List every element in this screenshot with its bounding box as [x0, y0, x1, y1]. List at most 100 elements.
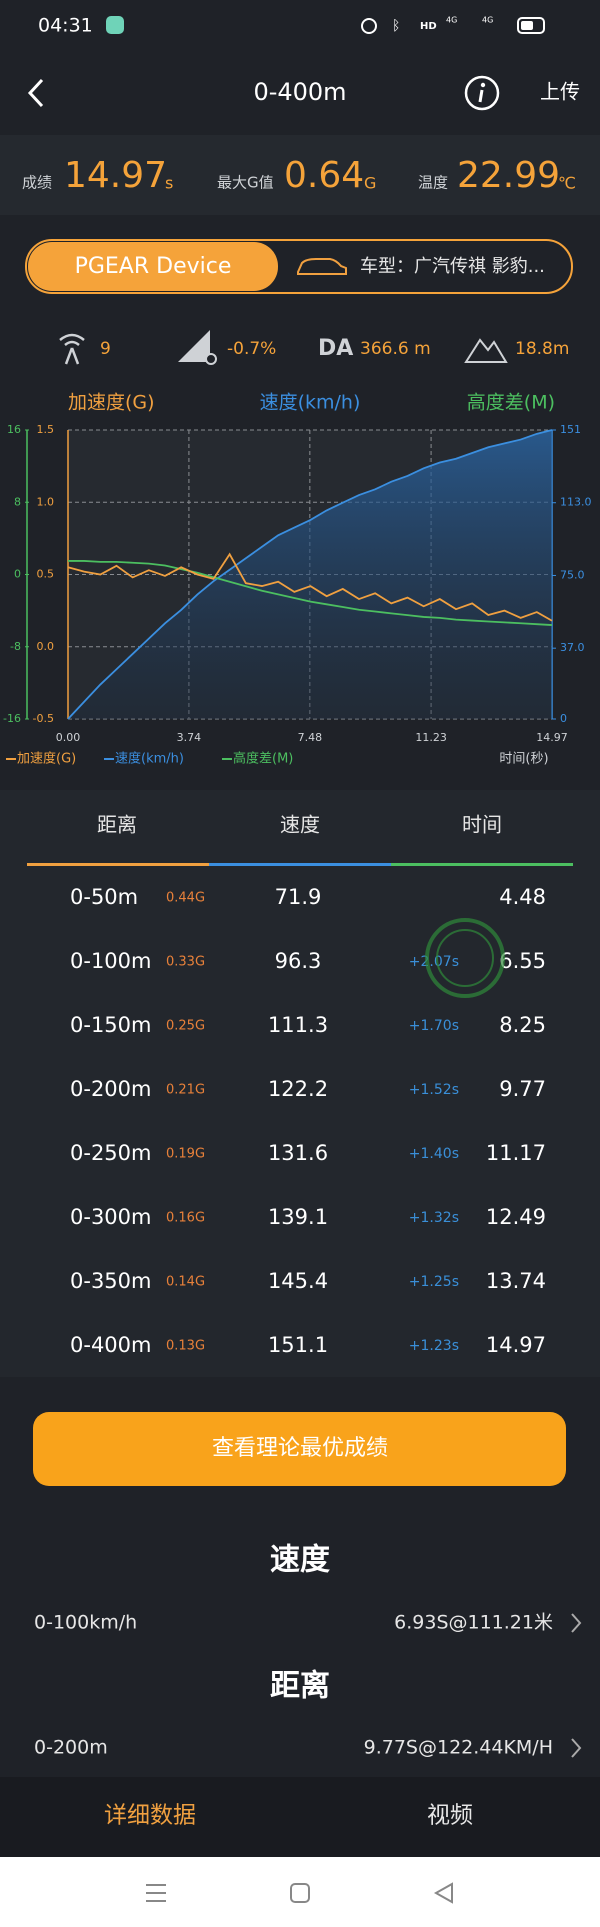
status-indicator: 4G — [446, 16, 457, 25]
summary-label: 最大G值 — [217, 174, 274, 192]
row-distance: 0-50m — [70, 885, 138, 909]
row-distance: 0-350m — [70, 1269, 151, 1293]
gear-icon — [205, 353, 217, 365]
y-tick-label: 1.0 — [37, 495, 55, 508]
back-button[interactable] — [27, 78, 44, 108]
row-time: 13.74 — [486, 1269, 546, 1293]
row-time: 4.48 — [499, 885, 546, 909]
series-line — [67, 552, 553, 622]
row-time: 14.97 — [486, 1333, 546, 1357]
tab-bar — [0, 1777, 600, 1857]
x-tick-label: 0.00 — [56, 731, 81, 744]
y3-tick-label: -8 — [10, 640, 21, 653]
y-tick-label: -0.5 — [33, 712, 54, 725]
section-label: 0-200m — [34, 1737, 108, 1759]
info-button[interactable] — [464, 75, 500, 111]
y2-tick-label: 113.0 — [560, 496, 592, 509]
header-underline — [391, 863, 573, 866]
summary-value: 14.97 — [64, 155, 167, 196]
row-g: 0.16G — [166, 1211, 205, 1226]
x-tick-label: 7.48 — [298, 731, 323, 744]
section-value[interactable]: 6.93S@111.21米 — [394, 1612, 553, 1634]
row-distance: 0-400m — [70, 1333, 151, 1357]
upload-button[interactable]: 上传 — [540, 80, 580, 104]
row-delta: +2.07s — [409, 954, 459, 970]
home-button[interactable] — [290, 1883, 310, 1903]
altitude-value: 18.8m — [515, 339, 569, 359]
row-speed: 71.9 — [275, 885, 322, 909]
alarm-icon — [361, 18, 377, 34]
satellite-count: 9 — [100, 339, 111, 359]
summary-value: 0.64 — [284, 155, 364, 196]
battery-level — [521, 21, 533, 30]
y3-tick-label: -16 — [3, 712, 21, 725]
row-time: 12.49 — [486, 1205, 546, 1229]
table-header: 时间 — [462, 813, 502, 837]
row-speed: 145.4 — [268, 1269, 328, 1293]
section-value[interactable]: 9.77S@122.44KM/H — [364, 1737, 553, 1759]
x-tick-label: 14.97 — [536, 731, 568, 744]
device-tab[interactable] — [28, 242, 278, 291]
stamp — [436, 929, 494, 987]
summary-unit: ℃ — [558, 174, 576, 193]
row-distance: 0-300m — [70, 1205, 151, 1229]
row-g: 0.44G — [166, 891, 205, 906]
back-nav-button[interactable] — [433, 1882, 453, 1904]
row-speed: 111.3 — [268, 1013, 328, 1037]
chevron[interactable] — [571, 1738, 582, 1758]
y3-tick-label: 16 — [7, 423, 21, 436]
legend-label: 加速度(G) — [17, 751, 76, 767]
row-distance: 0-250m — [70, 1141, 151, 1165]
table-header: 距离 — [97, 813, 137, 837]
device-name: PGEAR Device — [75, 254, 232, 279]
menu-button[interactable] — [146, 1884, 166, 1902]
satellite-icon — [59, 333, 85, 365]
row-delta: +1.40s — [409, 1146, 459, 1162]
section-label: 0-100km/h — [34, 1612, 137, 1634]
row-time: 11.17 — [486, 1141, 546, 1165]
battery-icon — [517, 17, 545, 34]
row-speed: 122.2 — [268, 1077, 328, 1101]
axis-title: 速度(km/h) — [260, 392, 361, 414]
section-title: 距离 — [270, 1669, 330, 1704]
summary-panel — [0, 135, 600, 215]
tab[interactable]: 视频 — [427, 1803, 473, 1829]
optimal-button[interactable] — [33, 1412, 566, 1486]
summary-label: 成绩 — [22, 174, 52, 192]
summary-unit: s — [165, 174, 173, 193]
row-delta: +1.23s — [409, 1338, 459, 1354]
row-g: 0.14G — [166, 1275, 205, 1290]
tab[interactable]: 详细数据 — [104, 1803, 196, 1829]
app-icon — [106, 16, 124, 34]
summary-label: 温度 — [418, 174, 448, 192]
bluetooth-icon: ᛒ — [392, 18, 400, 34]
summary-value: 22.99 — [457, 155, 560, 196]
row-time: 9.77 — [499, 1077, 546, 1101]
axis-title: 高度差(M) — [467, 392, 555, 414]
y2-tick-label: 151 — [560, 423, 581, 436]
row-distance: 0-150m — [70, 1013, 151, 1037]
status-time: 04:31 — [38, 15, 93, 37]
y2-tick-label: 0 — [560, 712, 567, 725]
legend-label: 速度(km/h) — [115, 751, 184, 767]
nav-bar — [0, 1857, 600, 1927]
status-indicator: HD — [420, 21, 437, 32]
series-line — [67, 429, 553, 720]
slope-icon — [178, 330, 210, 362]
chevron[interactable] — [571, 1613, 582, 1633]
stamp — [425, 918, 505, 998]
table-body: 0-50m 0.44G 71.9 4.48 0-100m 0.33G 96.3 +2.07s 6… — [70, 885, 546, 1357]
row-g: 0.19G — [166, 1147, 205, 1162]
page-title: 0-400m — [253, 78, 346, 106]
header-underline — [27, 863, 209, 866]
da-label: DA — [318, 336, 353, 361]
row-speed: 96.3 — [275, 949, 322, 973]
status-indicator: 4G — [482, 16, 493, 25]
row-g: 0.13G — [166, 1339, 205, 1354]
row-time: 6.55 — [499, 949, 546, 973]
car-model: 车型：广汽传祺 影豹... — [360, 256, 545, 277]
mountain-icon — [464, 338, 508, 363]
y3-tick-label: 8 — [14, 495, 21, 508]
y3-tick-label: 0 — [14, 568, 21, 581]
